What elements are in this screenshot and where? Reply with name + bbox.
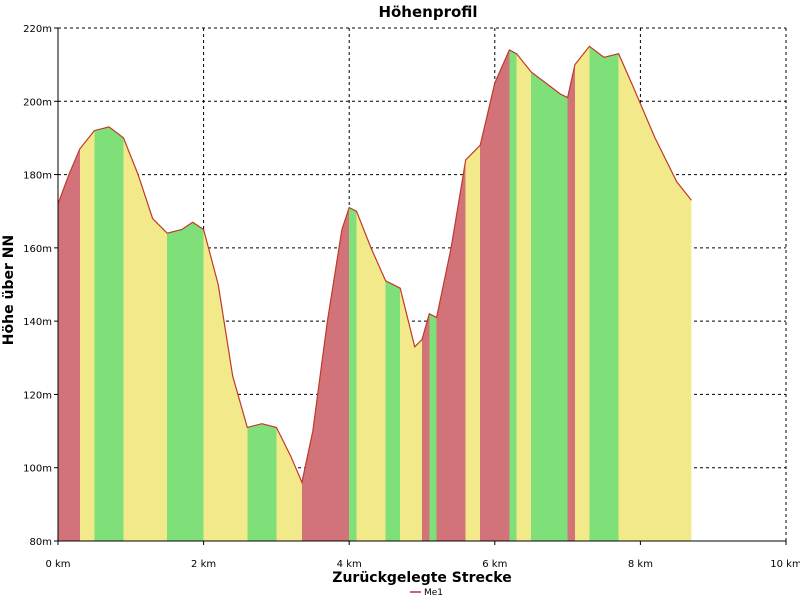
x-axis-title: Zurückgelegte Strecke	[332, 570, 511, 586]
elevation-area	[58, 46, 692, 542]
y-tick-label-7: 220m	[23, 24, 52, 35]
y-tick-label-5: 180m	[23, 171, 52, 182]
y-tick-label-4: 160m	[23, 244, 52, 255]
y-tick-label-2: 120m	[23, 390, 52, 401]
y-axis-title: Höhe über NN	[1, 235, 17, 345]
y-tick-label-1: 100m	[23, 464, 52, 475]
legend-label-me1: Me1	[424, 588, 443, 598]
x-tick-labels: 0 km 2 km 4 km 6 km 8 km 10 km	[45, 559, 800, 570]
x-tick-label-5: 10 km	[770, 559, 800, 570]
series-line-me1	[57, 45, 692, 485]
y-tick-label-0: 80m	[30, 537, 52, 548]
chart-title: Höhenprofil	[378, 3, 477, 21]
x-tick-label-4: 8 km	[628, 559, 653, 570]
axes	[54, 27, 787, 545]
y-tick-label-3: 140m	[23, 317, 52, 328]
y-tick-labels: 80m 100m 120m 140m 160m 180m 200m 220m	[23, 24, 52, 548]
x-tick-label-3: 6 km	[482, 559, 507, 570]
x-tick-label-2: 4 km	[337, 559, 362, 570]
y-tick-label-6: 200m	[23, 97, 52, 108]
x-tick-label-1: 2 km	[191, 559, 216, 570]
x-tick-label-0: 0 km	[45, 559, 70, 570]
legend: Me1	[410, 588, 443, 598]
